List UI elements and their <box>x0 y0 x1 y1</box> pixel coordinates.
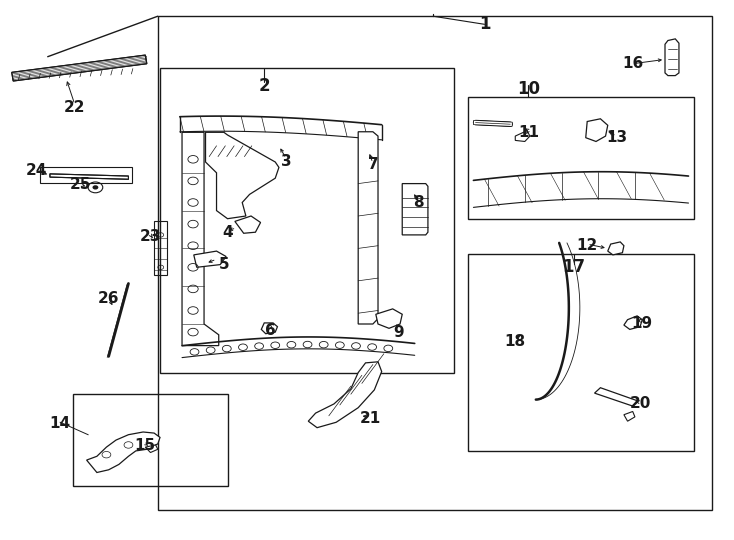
Text: 21: 21 <box>360 411 381 426</box>
Text: 17: 17 <box>562 258 586 276</box>
Text: 26: 26 <box>98 291 120 306</box>
Polygon shape <box>145 445 158 453</box>
Polygon shape <box>515 131 530 141</box>
Text: 4: 4 <box>222 225 233 240</box>
Text: 2: 2 <box>258 77 270 96</box>
Text: 15: 15 <box>135 438 156 453</box>
Polygon shape <box>402 184 428 235</box>
Polygon shape <box>182 132 219 346</box>
Text: 23: 23 <box>139 229 161 244</box>
Text: 8: 8 <box>413 195 424 210</box>
Circle shape <box>92 185 98 190</box>
Text: 7: 7 <box>368 157 378 172</box>
Polygon shape <box>608 242 624 255</box>
Polygon shape <box>261 323 277 334</box>
Polygon shape <box>358 132 378 324</box>
Polygon shape <box>586 119 608 141</box>
Text: 6: 6 <box>265 323 275 338</box>
Polygon shape <box>665 39 679 76</box>
Text: 3: 3 <box>281 154 291 170</box>
Polygon shape <box>235 216 261 233</box>
Polygon shape <box>50 174 128 179</box>
Polygon shape <box>12 55 147 81</box>
Polygon shape <box>308 362 382 428</box>
Text: 9: 9 <box>393 325 404 340</box>
Text: 11: 11 <box>518 125 539 140</box>
Text: 1: 1 <box>479 15 490 33</box>
Polygon shape <box>624 411 635 421</box>
Polygon shape <box>206 132 279 219</box>
Text: 25: 25 <box>70 177 92 192</box>
Polygon shape <box>87 432 160 472</box>
Polygon shape <box>595 388 637 406</box>
Text: 16: 16 <box>622 56 643 71</box>
Text: 10: 10 <box>517 80 540 98</box>
Text: 12: 12 <box>577 238 597 253</box>
Text: 20: 20 <box>629 396 651 411</box>
Polygon shape <box>376 309 402 328</box>
Polygon shape <box>194 251 226 267</box>
Text: 19: 19 <box>632 316 653 332</box>
Text: 18: 18 <box>505 334 526 349</box>
Text: 14: 14 <box>50 416 70 431</box>
Polygon shape <box>624 316 642 329</box>
Text: 5: 5 <box>219 257 229 272</box>
Text: 22: 22 <box>64 100 86 116</box>
Text: 13: 13 <box>606 130 627 145</box>
Text: 24: 24 <box>26 163 48 178</box>
